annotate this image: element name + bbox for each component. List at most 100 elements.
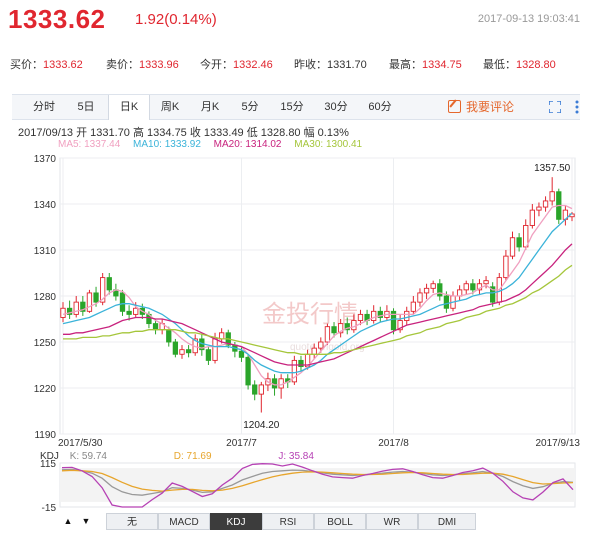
candle-body bbox=[152, 323, 159, 331]
ma5-legend: MA5: 1337.44 bbox=[58, 139, 121, 150]
candle-body bbox=[417, 292, 423, 303]
tab-5day[interactable]: 5日 bbox=[77, 101, 95, 113]
ma20-legend: MA20: 1314.02 bbox=[213, 139, 282, 150]
min-price-label: 1204.20 bbox=[243, 420, 280, 431]
x-tick-label: 2017/5/30 bbox=[58, 438, 103, 449]
prev-close: 昨收：1331.70 bbox=[294, 59, 367, 71]
candle-body bbox=[278, 378, 284, 389]
candle-body bbox=[291, 359, 298, 383]
candle-body bbox=[357, 313, 364, 321]
x-tick-label: 2017/9/13 bbox=[536, 438, 581, 449]
candle-body bbox=[404, 310, 410, 321]
kdj-k-value: K: 59.74 bbox=[69, 451, 107, 462]
kdj-legend: KDJ K: 59.74 D: 71.69 J: 35.84 bbox=[40, 451, 314, 462]
candle-body bbox=[106, 277, 112, 291]
scroll-up-icon[interactable]: ▲ bbox=[63, 516, 73, 526]
indicator-wr[interactable]: WR bbox=[366, 513, 418, 530]
candle-body bbox=[185, 349, 192, 354]
tab-15min[interactable]: 15分 bbox=[280, 101, 304, 113]
indicator-macd[interactable]: MACD bbox=[158, 513, 210, 530]
price-change: 1.92(0.14%) bbox=[135, 11, 217, 28]
candle-body bbox=[252, 384, 258, 395]
candle-body bbox=[443, 295, 450, 309]
candle-body bbox=[126, 310, 132, 315]
ask-price: 卖价：1333.96 bbox=[106, 59, 179, 71]
kdj-j-line bbox=[61, 463, 574, 508]
more-options-icon[interactable] bbox=[575, 100, 579, 114]
y-tick-label: 1370 bbox=[34, 154, 57, 165]
tab-5min[interactable]: 5分 bbox=[241, 101, 259, 113]
kdj-tick-label: 115 bbox=[40, 459, 56, 470]
tab-daily-k[interactable]: 日K bbox=[108, 95, 150, 120]
indicator-none[interactable]: 无 bbox=[106, 513, 158, 530]
candle-body bbox=[245, 356, 251, 386]
kdj-name: KDJ bbox=[40, 451, 59, 462]
candle-body bbox=[86, 292, 93, 312]
indicator-boll[interactable]: BOLL bbox=[314, 513, 366, 530]
candle-body bbox=[318, 341, 324, 349]
max-price-label: 1357.50 bbox=[534, 163, 571, 174]
candle-body bbox=[397, 320, 403, 331]
ma10-legend: MA10: 1333.92 bbox=[133, 139, 201, 150]
candle-body bbox=[430, 283, 436, 289]
candle-body bbox=[80, 301, 86, 312]
current-price: 1333.62 bbox=[8, 4, 106, 34]
y-tick-label: 1250 bbox=[34, 338, 57, 349]
tab-weekly-k[interactable]: 周K bbox=[160, 101, 180, 113]
candle-body bbox=[437, 283, 443, 297]
indicator-kdj[interactable]: KDJ bbox=[210, 513, 262, 530]
candle-body bbox=[390, 310, 397, 331]
tab-intraday[interactable]: 分时 bbox=[33, 101, 55, 113]
candle-body bbox=[536, 206, 542, 211]
candle-body bbox=[503, 255, 509, 279]
pen-icon bbox=[448, 100, 461, 113]
candle-body bbox=[423, 287, 430, 294]
quote-timestamp: 2017-09-13 19:03:41 bbox=[477, 13, 580, 25]
candle-body bbox=[509, 237, 516, 257]
candle-body bbox=[205, 349, 212, 361]
ma30-legend: MA30: 1300.41 bbox=[294, 139, 363, 150]
candle-body bbox=[490, 286, 496, 303]
candle-body bbox=[100, 277, 106, 303]
tab-60min[interactable]: 60分 bbox=[368, 101, 392, 113]
kdj-d-value: D: 71.69 bbox=[173, 451, 212, 462]
candle-body bbox=[351, 320, 357, 331]
candle-body bbox=[549, 191, 555, 202]
candle-body bbox=[410, 301, 417, 312]
candle-body bbox=[258, 384, 264, 395]
candle-body bbox=[377, 310, 383, 318]
scroll-down-icon[interactable]: ▼ bbox=[81, 516, 91, 526]
candle-body bbox=[542, 200, 549, 208]
candle-body bbox=[172, 341, 179, 355]
candle-body bbox=[119, 292, 126, 312]
kdj-tick-label: -15 bbox=[42, 503, 57, 514]
ma20-line bbox=[63, 243, 573, 366]
y-tick-label: 1220 bbox=[34, 384, 57, 395]
indicator-rsi[interactable]: RSI bbox=[262, 513, 314, 530]
candle-body bbox=[298, 359, 304, 367]
open-price: 今开：1332.46 bbox=[200, 59, 273, 71]
indicator-dmi[interactable]: DMI bbox=[418, 513, 476, 530]
tab-monthly-k[interactable]: 月K bbox=[200, 101, 220, 113]
y-tick-label: 1190 bbox=[34, 430, 56, 441]
candle-body bbox=[516, 237, 522, 248]
comment-button[interactable]: 我要评论 bbox=[448, 95, 514, 119]
x-tick-label: 2017/7 bbox=[226, 438, 257, 449]
ma5-line bbox=[62, 204, 573, 386]
y-tick-label: 1310 bbox=[34, 246, 57, 257]
candle-info: 2017/09/13 开 1331.70 高 1334.75 收 1333.49… bbox=[18, 127, 349, 139]
candle-body bbox=[60, 307, 66, 318]
watermark-url: quote.cngold.org bbox=[290, 342, 365, 353]
x-tick-label: 2017/8 bbox=[378, 438, 409, 449]
candle-body bbox=[73, 301, 79, 315]
candle-body bbox=[66, 307, 73, 315]
candle-body bbox=[529, 209, 535, 226]
bid-price: 买价：1333.62 bbox=[10, 59, 83, 71]
price-header: 1333.62 1.92(0.14%) 2017-09-13 19:03:41 bbox=[0, 0, 590, 40]
tab-30min[interactable]: 30分 bbox=[324, 101, 348, 113]
ma-legend: MA5: 1337.44 MA10: 1333.92 MA20: 1314.02… bbox=[58, 139, 372, 150]
ma30-line bbox=[63, 264, 573, 355]
y-tick-label: 1280 bbox=[34, 292, 57, 303]
candle-body bbox=[212, 338, 218, 361]
